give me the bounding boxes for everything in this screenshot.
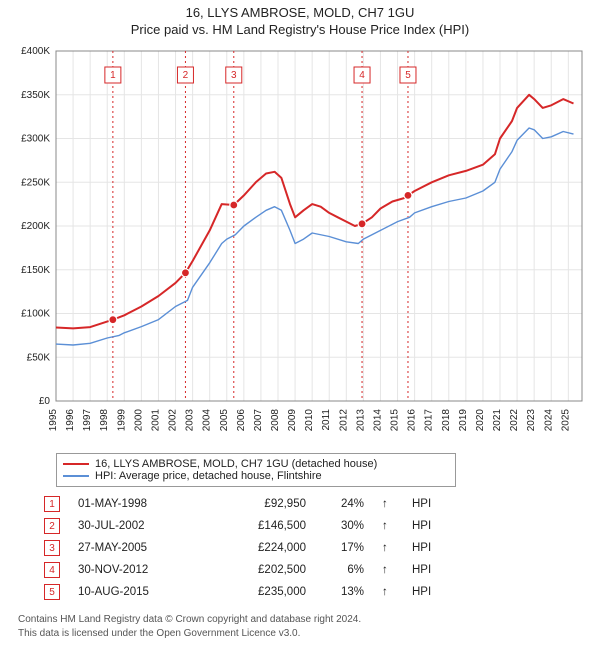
footer-line-2: This data is licensed under the Open Gov… — [18, 627, 592, 641]
legend-item: HPI: Average price, detached house, Flin… — [63, 470, 449, 482]
svg-text:2017: 2017 — [424, 409, 435, 432]
sales-row: 4 30-NOV-2012 £202,500 6% ↑ HPI — [44, 559, 592, 581]
svg-text:2003: 2003 — [185, 409, 196, 432]
svg-text:2002: 2002 — [168, 409, 179, 432]
svg-text:2010: 2010 — [304, 409, 315, 432]
sale-price: £202,500 — [226, 564, 306, 576]
footer-attribution: Contains HM Land Registry data © Crown c… — [18, 613, 592, 640]
up-arrow-icon: ↑ — [382, 564, 394, 576]
svg-text:2012: 2012 — [338, 409, 349, 432]
sale-pct: 24% — [324, 498, 364, 510]
svg-text:2005: 2005 — [219, 409, 230, 432]
svg-text:£400K: £400K — [21, 46, 50, 57]
line-chart-svg: £0 £50K £100K £150K £200K £250K £300K £350K £400… — [8, 41, 592, 449]
svg-text:£300K: £300K — [21, 134, 50, 145]
titles: 16, LLYS AMBROSE, MOLD, CH7 1GU Price pa… — [8, 5, 592, 37]
svg-text:2008: 2008 — [270, 409, 281, 432]
sale-price: £224,000 — [226, 542, 306, 554]
svg-text:1: 1 — [110, 70, 116, 81]
svg-text:2025: 2025 — [560, 409, 571, 432]
sale-hpi-label: HPI — [412, 586, 442, 598]
footer-line-1: Contains HM Land Registry data © Crown c… — [18, 613, 592, 627]
svg-text:£50K: £50K — [27, 352, 51, 363]
svg-text:2000: 2000 — [133, 409, 144, 432]
svg-text:2023: 2023 — [526, 409, 537, 432]
sale-date: 27-MAY-2005 — [78, 542, 208, 554]
sale-price: £92,950 — [226, 498, 306, 510]
svg-text:2011: 2011 — [321, 409, 332, 431]
up-arrow-icon: ↑ — [382, 498, 394, 510]
svg-text:2014: 2014 — [372, 409, 383, 432]
sales-table: 1 01-MAY-1998 £92,950 24% ↑ HPI 2 30-JUL-2002 £1… — [44, 493, 592, 603]
sale-price: £146,500 — [226, 520, 306, 532]
up-arrow-icon: ↑ — [382, 586, 394, 598]
svg-text:1998: 1998 — [99, 409, 110, 432]
svg-text:2015: 2015 — [390, 409, 401, 432]
svg-text:4: 4 — [359, 70, 365, 81]
sale-hpi-label: HPI — [412, 564, 442, 576]
svg-text:£200K: £200K — [21, 221, 50, 232]
sale-badge: 5 — [44, 584, 60, 600]
legend: 16, LLYS AMBROSE, MOLD, CH7 1GU (detache… — [56, 453, 456, 487]
sales-row: 3 27-MAY-2005 £224,000 17% ↑ HPI — [44, 537, 592, 559]
sale-price: £235,000 — [226, 586, 306, 598]
svg-text:5: 5 — [405, 70, 411, 81]
svg-text:1999: 1999 — [116, 409, 127, 432]
chart-container: 16, LLYS AMBROSE, MOLD, CH7 1GU Price pa… — [0, 0, 600, 648]
svg-text:3: 3 — [231, 70, 237, 81]
sale-hpi-label: HPI — [412, 498, 442, 510]
sale-date: 30-JUL-2002 — [78, 520, 208, 532]
sale-date: 30-NOV-2012 — [78, 564, 208, 576]
svg-text:2022: 2022 — [509, 409, 520, 432]
svg-text:£100K: £100K — [21, 309, 50, 320]
legend-label: HPI: Average price, detached house, Flin… — [95, 470, 322, 482]
svg-text:2019: 2019 — [458, 409, 469, 432]
chart-area: £0 £50K £100K £150K £200K £250K £300K £350K £400… — [8, 41, 592, 449]
legend-swatch — [63, 475, 89, 477]
svg-text:£250K: £250K — [21, 177, 50, 188]
svg-text:£350K: £350K — [21, 90, 50, 101]
sale-hpi-label: HPI — [412, 542, 442, 554]
sales-row: 2 30-JUL-2002 £146,500 30% ↑ HPI — [44, 515, 592, 537]
svg-text:2001: 2001 — [150, 409, 161, 432]
svg-text:2007: 2007 — [253, 409, 264, 432]
svg-text:1995: 1995 — [48, 409, 59, 432]
sale-pct: 17% — [324, 542, 364, 554]
up-arrow-icon: ↑ — [382, 542, 394, 554]
sale-badge: 4 — [44, 562, 60, 578]
svg-text:2021: 2021 — [492, 409, 503, 432]
sale-pct: 13% — [324, 586, 364, 598]
sale-badge: 1 — [44, 496, 60, 512]
svg-text:2004: 2004 — [202, 409, 213, 432]
sale-badge: 3 — [44, 540, 60, 556]
svg-text:2018: 2018 — [441, 409, 452, 432]
sale-date: 10-AUG-2015 — [78, 586, 208, 598]
legend-swatch — [63, 463, 89, 465]
svg-text:2: 2 — [183, 70, 189, 81]
svg-text:1997: 1997 — [82, 409, 93, 432]
sale-pct: 30% — [324, 520, 364, 532]
svg-text:2013: 2013 — [355, 409, 366, 432]
sale-date: 01-MAY-1998 — [78, 498, 208, 510]
sale-hpi-label: HPI — [412, 520, 442, 532]
svg-text:1996: 1996 — [65, 409, 76, 432]
sales-row: 5 10-AUG-2015 £235,000 13% ↑ HPI — [44, 581, 592, 603]
title-main: 16, LLYS AMBROSE, MOLD, CH7 1GU — [8, 5, 592, 20]
up-arrow-icon: ↑ — [382, 520, 394, 532]
svg-text:£150K: £150K — [21, 265, 50, 276]
sales-row: 1 01-MAY-1998 £92,950 24% ↑ HPI — [44, 493, 592, 515]
svg-text:2016: 2016 — [407, 409, 418, 432]
title-sub: Price paid vs. HM Land Registry's House … — [8, 22, 592, 37]
svg-text:2009: 2009 — [287, 409, 298, 432]
svg-text:£0: £0 — [39, 396, 51, 407]
sale-pct: 6% — [324, 564, 364, 576]
legend-item: 16, LLYS AMBROSE, MOLD, CH7 1GU (detache… — [63, 458, 449, 470]
svg-text:2020: 2020 — [475, 409, 486, 432]
svg-text:2024: 2024 — [543, 409, 554, 432]
legend-label: 16, LLYS AMBROSE, MOLD, CH7 1GU (detache… — [95, 458, 377, 470]
sale-badge: 2 — [44, 518, 60, 534]
svg-text:2006: 2006 — [236, 409, 247, 432]
